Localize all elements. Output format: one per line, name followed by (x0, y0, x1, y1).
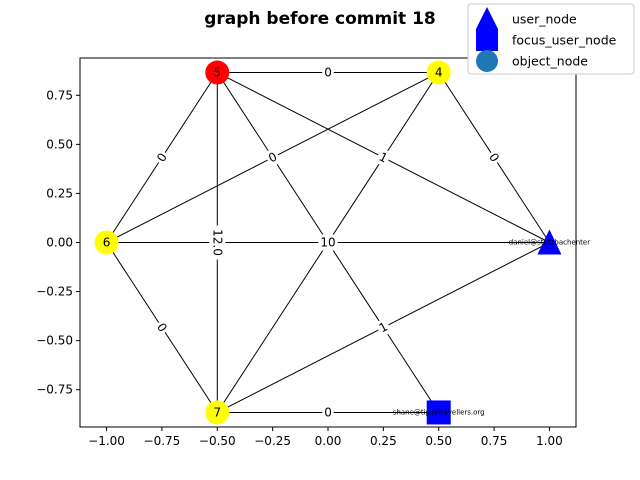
legend-label: user_node (512, 12, 577, 27)
x-tick-label: −0.75 (144, 434, 181, 448)
x-tick-label: −1.00 (88, 434, 125, 448)
focus-user-node-marker (426, 400, 451, 425)
node-label: 6 (103, 236, 111, 250)
y-tick-label: −0.75 (36, 383, 73, 397)
edge-label: 0 (324, 66, 332, 80)
x-tick-label: 1.00 (536, 434, 563, 448)
edge-label-group: 12.0 (209, 225, 226, 260)
edge-label-background (374, 317, 393, 338)
x-axis: −1.00 −0.75 −0.50 −0.25 0.00 0.25 0.50 0.75 1.00 (88, 427, 563, 448)
nodes-layer: 5 4 6 7 daniel@stutzbachenter shane@tipsytrav… (94, 60, 590, 425)
object-node-marker (94, 230, 119, 255)
node-label: 7 (213, 405, 221, 419)
edge-label: 10 (320, 236, 335, 250)
edge-label-group: 0 (263, 147, 282, 168)
legend-triangle-marker (476, 7, 498, 29)
node-label: 4 (435, 66, 443, 80)
node-label: daniel@stutzbachenter (509, 239, 590, 247)
y-tick-label: 0.75 (46, 88, 73, 102)
edge-label-group: 0 (322, 404, 334, 421)
y-tick-label: −0.50 (36, 334, 73, 348)
chart-title: graph before commit 18 (204, 9, 436, 29)
edge-label: 12.0 (210, 229, 224, 256)
edge-label-group: 10 (318, 234, 338, 251)
x-tick-label: 0.75 (481, 434, 508, 448)
edge-label-group: 1 (374, 147, 393, 168)
y-tick-label: 0.25 (46, 186, 73, 200)
x-tick-label: −0.25 (254, 434, 291, 448)
y-axis: 0.75 0.50 0.25 0.00 −0.25 −0.50 −0.75 (36, 88, 80, 397)
y-tick-label: 0.50 (46, 137, 73, 151)
object-node-marker (426, 60, 451, 85)
legend: user_node focus_user_node object_node (467, 3, 635, 75)
legend-label: object_node (512, 54, 588, 69)
x-tick-label: 0.25 (370, 434, 397, 448)
legend-circle-marker (476, 50, 498, 72)
edge-label-group: 0 (484, 148, 504, 167)
edge-label-background (263, 147, 282, 168)
y-tick-label: 0.00 (46, 236, 73, 250)
edge-label-group: 1 (374, 317, 393, 338)
edge-label-background (152, 318, 172, 337)
object-node-marker (205, 60, 230, 85)
user-node-marker (537, 229, 562, 255)
object-node-marker (205, 400, 230, 425)
legend-label: focus_user_node (512, 33, 617, 48)
edge-label-background (374, 147, 393, 168)
edge-label-background (322, 404, 334, 421)
node-label: 5 (213, 66, 221, 80)
x-tick-label: 0.00 (315, 434, 342, 448)
y-tick-label: −0.25 (36, 285, 73, 299)
legend-square-marker (476, 29, 498, 51)
node-label: shane@tipsytravellers.org (393, 408, 485, 416)
edge-label-group: 0 (152, 148, 172, 167)
x-tick-label: 0.50 (425, 434, 452, 448)
edge-label-background (322, 64, 334, 81)
edge-label: 0 (324, 405, 332, 419)
x-tick-label: −0.50 (199, 434, 236, 448)
edge-label-group: 0 (322, 64, 334, 81)
edge-label-background (484, 148, 504, 167)
legend-box (467, 3, 635, 75)
edge-label-background (318, 234, 338, 251)
edge-label-background (152, 148, 172, 167)
edge-label-group: 0 (152, 318, 172, 337)
edge-label-background (209, 225, 226, 260)
